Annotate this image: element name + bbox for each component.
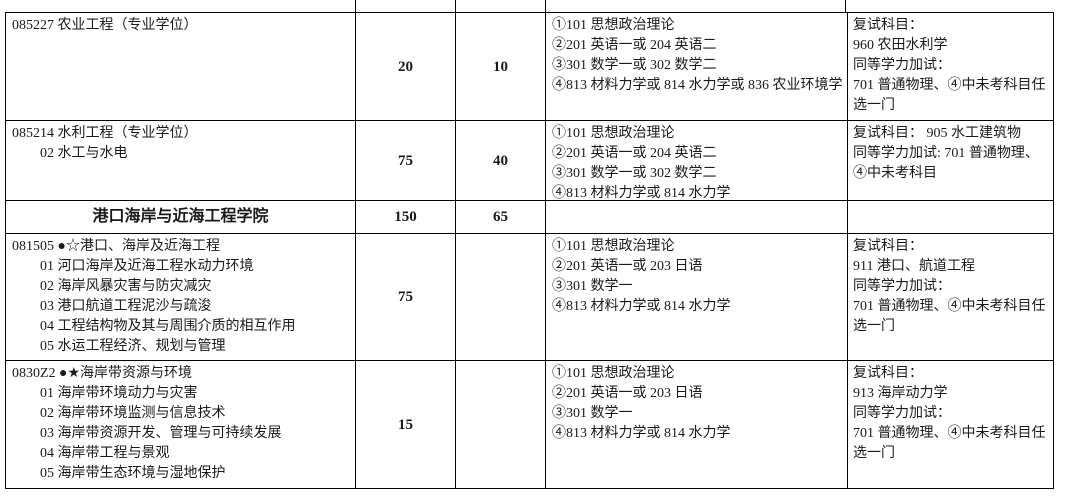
program-cell: 085214 水利工程（专业学位） 02 水工与水电	[6, 121, 356, 201]
quota2-cell: 10	[456, 13, 546, 121]
admissions-table: 085227 农业工程（专业学位） 20 10 ①101 思想政治理论 ②201…	[5, 12, 1054, 489]
quota2-cell: 40	[456, 121, 546, 201]
quota1-cell: 75	[356, 234, 456, 361]
college-name-cell: 港口海岸与近海工程学院	[6, 201, 356, 234]
exam-subjects-cell: ①101 思想政治理论 ②201 英语一或 204 英语二 ③301 数学一或 …	[546, 121, 848, 201]
retest-subjects-cell: 复试科目： 960 农田水利学 同等学力加试： 701 普通物理、④中未考科目任…	[848, 13, 1054, 121]
quota1-cell: 20	[356, 13, 456, 121]
retest-subjects-cell: 复试科目： 911 港口、航道工程 同等学力加试： 701 普通物理、④中未考科…	[848, 234, 1054, 361]
quota1-cell: 15	[356, 361, 456, 489]
quota2-cell	[456, 361, 546, 489]
exam-subjects-cell: ①101 思想政治理论 ②201 英语一或 203 日语 ③301 数学一 ④8…	[546, 234, 848, 361]
program-cell: 081505 ●☆港口、海岸及近海工程 01 河口海岸及近海工程水动力环境 02…	[6, 234, 356, 361]
column-border-stub	[545, 0, 546, 13]
column-border-stub	[355, 0, 356, 13]
program-cell: 085227 农业工程（专业学位）	[6, 13, 356, 121]
quota1-cell: 150	[356, 201, 456, 234]
quota1-cell: 75	[356, 121, 456, 201]
retest-subjects-cell: 复试科目： 905 水工建筑物 同等学力加试: 701 普通物理、④中未考科目	[848, 121, 1054, 201]
exam-subjects-cell	[546, 201, 848, 234]
column-border-stub	[455, 0, 456, 13]
quota2-cell	[456, 234, 546, 361]
program-cell: 0830Z2 ●★海岸带资源与环境 01 海岸带环境动力与灾害 02 海岸带环境…	[6, 361, 356, 489]
exam-subjects-cell: ①101 思想政治理论 ②201 英语一或 203 日语 ③301 数学一 ④8…	[546, 361, 848, 489]
column-border-stub	[845, 0, 846, 13]
exam-subjects-cell: ①101 思想政治理论 ②201 英语一或 204 英语二 ③301 数学一或 …	[546, 13, 848, 121]
retest-subjects-cell	[848, 201, 1054, 234]
quota2-cell: 65	[456, 201, 546, 234]
retest-subjects-cell: 复试科目： 913 海岸动力学 同等学力加试： 701 普通物理、④中未考科目任…	[848, 361, 1054, 489]
